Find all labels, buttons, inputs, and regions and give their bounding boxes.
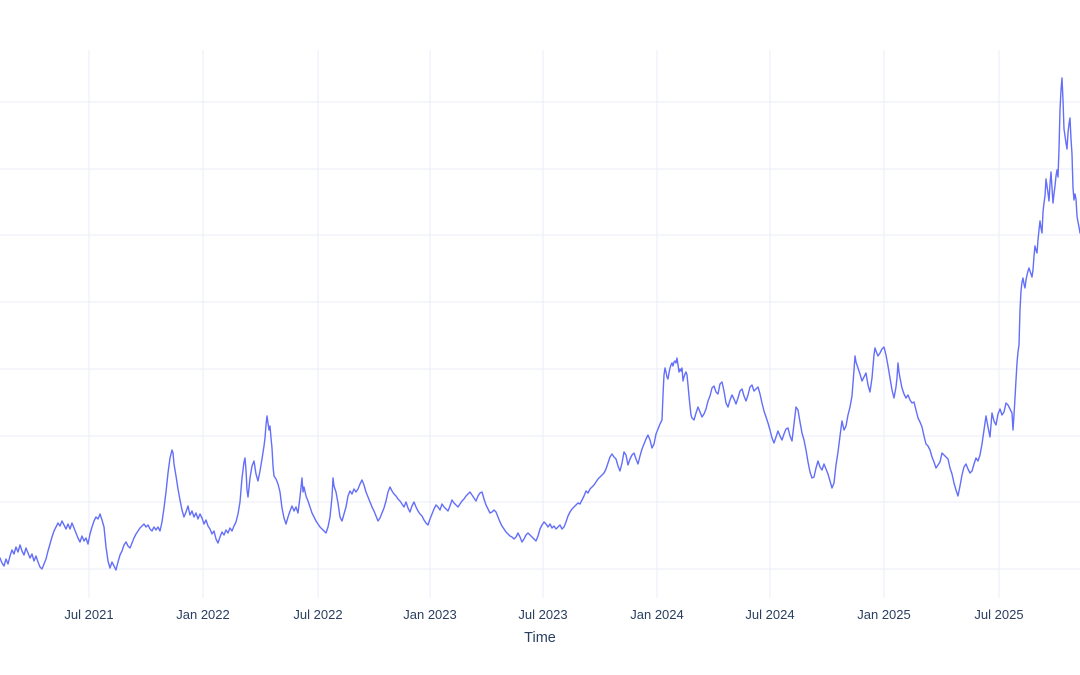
x-tick-label: Jan 2025: [857, 607, 911, 622]
x-tick-label: Jul 2023: [518, 607, 567, 622]
x-tick-label: Jul 2025: [974, 607, 1023, 622]
vertical-gridlines: [88, 50, 1000, 598]
x-tick-label: Jan 2022: [176, 607, 230, 622]
x-tick-label: Jul 2021: [64, 607, 113, 622]
x-tick-label: Jan 2023: [403, 607, 457, 622]
series-line: [0, 77, 1080, 571]
x-axis-title: Time: [524, 630, 556, 646]
x-axis-tick-labels: Jul 2021 Jan 2022 Jul 2022 Jan 2023 Jul 2023…: [64, 607, 1023, 622]
x-tick-label: Jul 2024: [745, 607, 794, 622]
x-tick-label: Jan 2024: [630, 607, 684, 622]
x-tick-label: Jul 2022: [293, 607, 342, 622]
plot-area[interactable]: [0, 50, 1080, 592]
